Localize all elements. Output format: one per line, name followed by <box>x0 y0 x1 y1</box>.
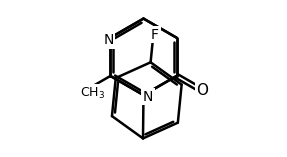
Text: N: N <box>103 33 114 47</box>
Text: O: O <box>196 83 208 98</box>
Text: N: N <box>143 90 153 104</box>
Text: F: F <box>151 27 159 41</box>
Text: CH$_3$: CH$_3$ <box>80 86 106 101</box>
